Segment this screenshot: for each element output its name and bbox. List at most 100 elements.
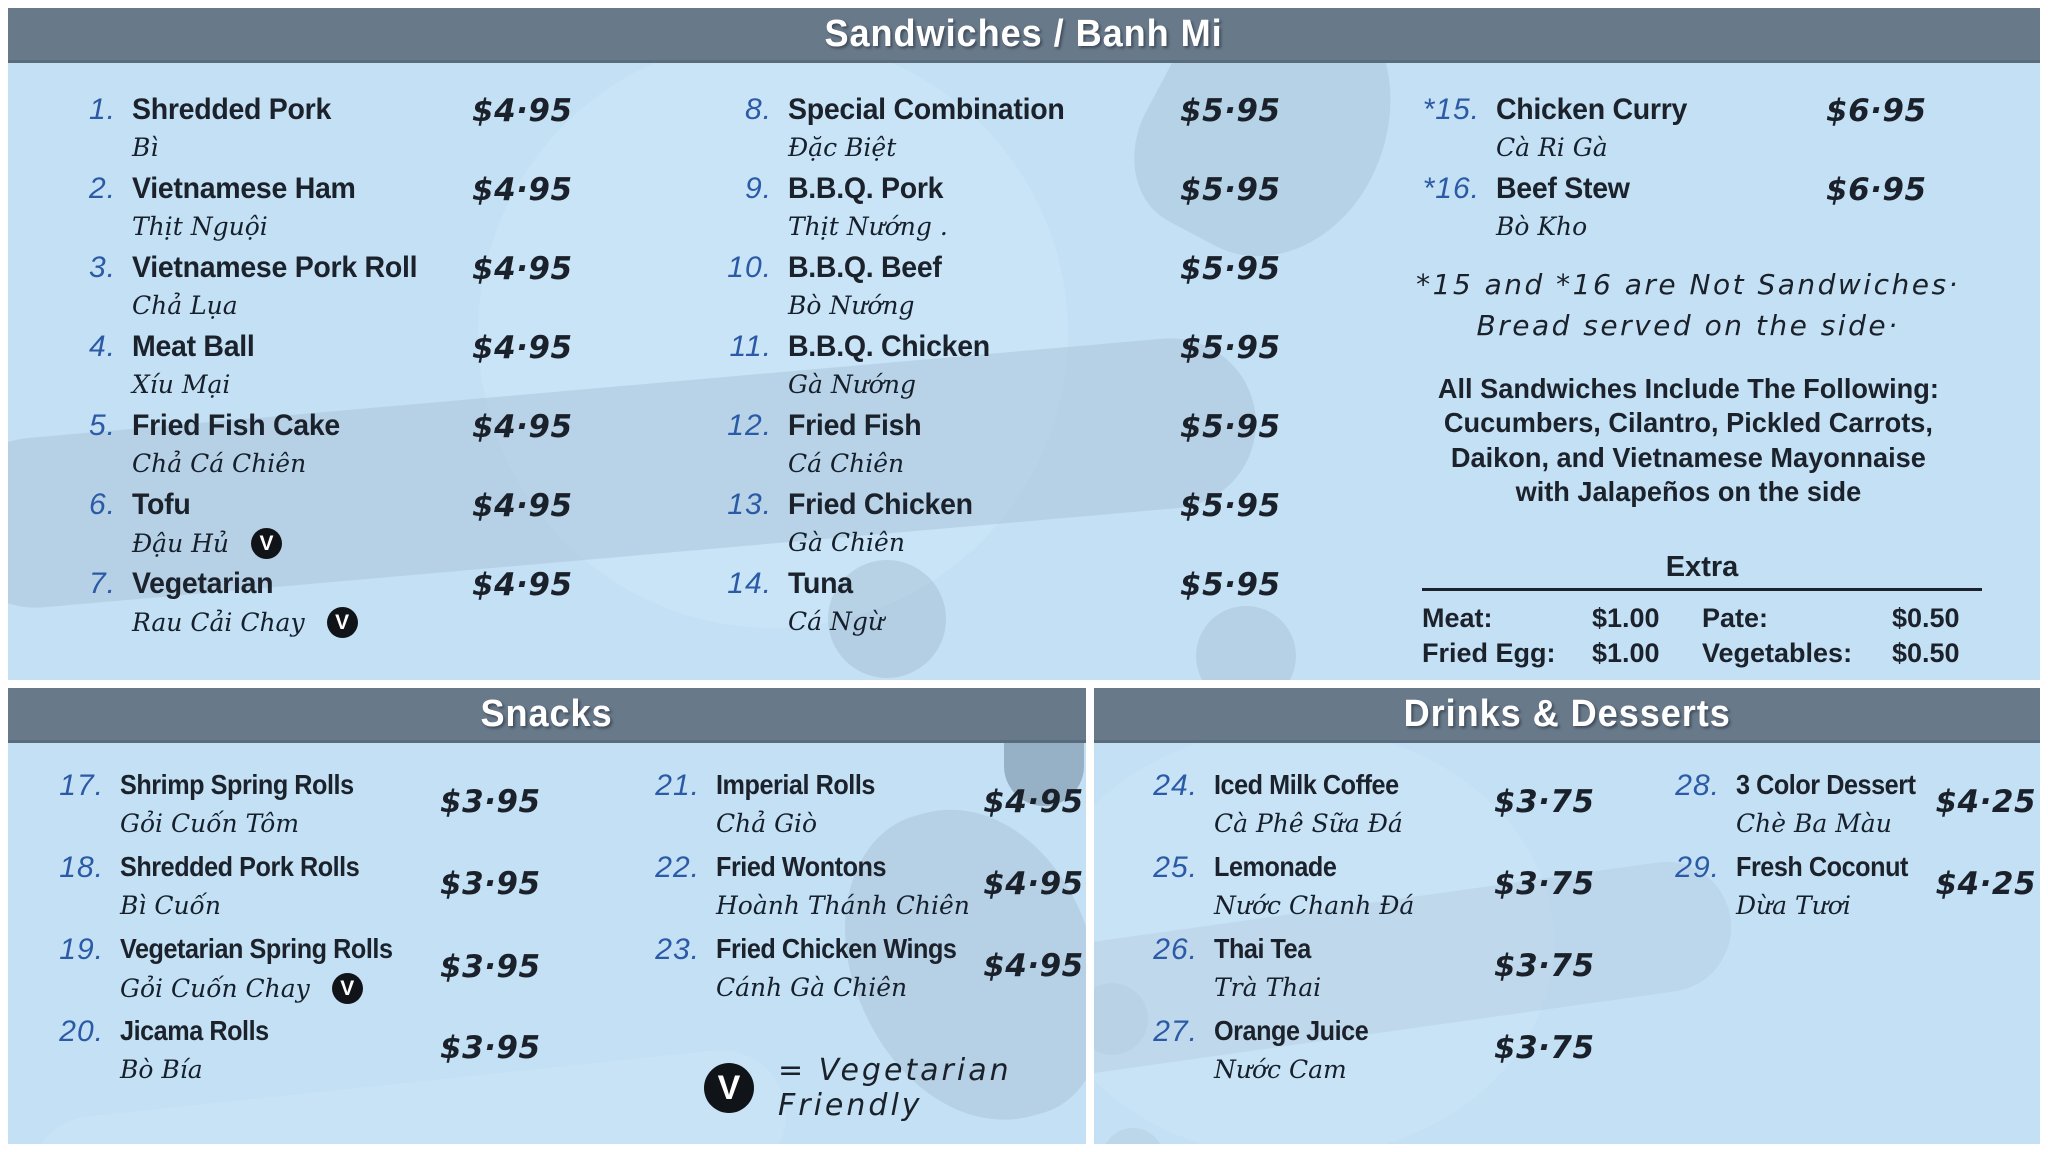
item-subname: Bì [132,133,159,162]
sandwiches-body: 1. Shredded Pork $4·95 Bì 2. Vietnamese … [8,63,2040,680]
menu-item-16: *16. Beef Stew $6·95 Bò Kho [1392,172,2010,251]
item-subname: Cà Phê Sữa Đá [1214,809,1403,838]
menu-item-1: 1. Shredded Pork $4·95 Bì [44,93,692,172]
item-price: $4·95 [472,172,573,208]
snacks-panel: Snacks 17. Shrimp Spring Rolls $3·95 Gỏi… [8,688,1086,1144]
item-name: Fried Chicken [788,488,973,521]
item-name: B.B.Q. Pork [788,172,944,205]
item-price: $4·95 [472,567,573,603]
item-name: Thai Tea [1214,933,1311,964]
item-price: $4·95 [983,783,1084,820]
item-number: 9. [744,172,772,205]
menu-item-21: 21. Imperial Rolls $4·95 Chả Giò [620,769,1086,851]
item-subname: Chả Cá Chiên [132,449,307,478]
extra-price: $1.00 [1592,602,1660,633]
item-subname: Dừa Tươi [1736,891,1851,920]
menu-item-24: 24. Iced Milk Coffee $3·75 Cà Phê Sữa Đá [1122,769,1644,851]
extra-label: Meat: [1422,602,1493,633]
item-number: 17. [59,769,104,802]
menu-item-23: 23. Fried Chicken Wings $4·95 Cánh Gà Ch… [620,933,1086,1015]
item-number: 10. [727,251,772,284]
includes-line-2: Cucumbers, Cilantro, Pickled Carrots, [1443,407,1933,439]
item-subname: Chả Giò [716,809,818,838]
sandwiches-title: Sandwiches / Banh Mi [824,12,1224,55]
item-price: $3·95 [440,1029,541,1066]
item-name: Jicama Rolls [120,1015,269,1046]
item-name: Orange Juice [1214,1015,1369,1046]
item-price: $3·95 [440,783,541,820]
snacks-header-bar: Snacks [8,688,1086,743]
menu-item-25: 25. Lemonade $3·75 Nước Chanh Đá [1122,851,1644,933]
item-number: 5. [88,409,116,442]
extra-rows: Meat: $1.00 Pate: $0.50 Fried Egg: $1.00… [1422,603,1982,669]
sandwiches-panel: Sandwiches / Banh Mi 1. Shredded Pork $4… [8,8,2040,680]
item-name: Tofu [132,488,191,521]
item-subname: Đặc Biệt [788,133,897,162]
item-subname: Gà Nướng [788,370,916,399]
item-name: B.B.Q. Chicken [788,330,990,363]
sandwich-includes-note: All Sandwiches Include The Following: Cu… [1401,372,2000,509]
drinks-desserts-title: Drinks & Desserts [1403,692,1731,735]
watermark-shape [828,560,946,678]
item-price: $4·95 [472,488,573,524]
item-number: 6. [88,488,116,521]
item-subname: Đậu Hủ V [132,528,472,559]
item-price: $3·75 [1494,947,1595,984]
drinks-column-2: 28. 3 Color Dessert $4·25 Chè Ba Màu 29.… [1644,769,2035,1144]
sandwiches-column-1: 1. Shredded Pork $4·95 Bì 2. Vietnamese … [44,93,692,680]
snacks-column-1: 17. Shrimp Spring Rolls $3·95 Gỏi Cuốn T… [32,769,620,1144]
item-name: Imperial Rolls [716,769,875,800]
item-subname: Cá Ngừ [788,607,884,636]
snacks-body: 17. Shrimp Spring Rolls $3·95 Gỏi Cuốn T… [8,743,1086,1144]
item-number: 19. [59,933,104,966]
menu-item-11: 11. B.B.Q. Chicken $5·95 Gà Nướng [692,330,1392,409]
item-name: Fried Fish Cake [132,409,340,442]
item-price: $4·95 [472,409,573,445]
item-number: *15. [1422,93,1480,126]
item-number: 26. [1153,933,1198,966]
item-price: $5·95 [1180,409,1281,445]
includes-line-3: Daikon, and Vietnamese Mayonnaise [1450,441,1926,473]
menu-item-6: 6. Tofu $4·95 Đậu Hủ V [44,488,692,567]
menu-item-14: 14. Tuna $5·95 Cá Ngừ [692,567,1392,646]
menu-item-15: *15. Chicken Curry $6·95 Cà Ri Gà [1392,93,2010,172]
vegetarian-legend: V = Vegetarian Friendly [704,1053,1086,1123]
item-subname: Gỏi Cuốn Chay V [120,973,440,1004]
item-price: $4·95 [472,330,573,366]
item-number: 8. [744,93,772,126]
item-name: Vegetarian Spring Rolls [120,933,393,964]
menu-item-17: 17. Shrimp Spring Rolls $3·95 Gỏi Cuốn T… [32,769,620,851]
item-price: $3·95 [440,948,541,985]
item-number: 12. [727,409,772,442]
vegetarian-legend-label: = Vegetarian Friendly [778,1053,1012,1123]
item-number: 27. [1153,1015,1198,1048]
includes-line-1: All Sandwiches Include The Following: [1437,373,1939,405]
item-number: 3. [88,251,116,284]
item-name: Shredded Pork [132,93,332,126]
extra-price: $0.50 [1892,602,1960,633]
item-number: 23. [655,933,700,966]
sandwiches-header-bar: Sandwiches / Banh Mi [8,8,2040,63]
item-number: *16. [1422,172,1480,205]
item-subname: Thịt Nướng . [788,212,948,241]
item-subname: Gỏi Cuốn Tôm [120,809,300,838]
item-subname: Cánh Gà Chiên [716,973,908,1002]
item-name: Vegetarian [132,567,274,600]
item-price: $6·95 [1826,93,1927,129]
item-subname: Thịt Nguội [132,212,268,241]
item-subname: Bò Bía [120,1055,203,1084]
item-number: 22. [655,851,700,884]
item-price: $3·95 [440,865,541,902]
item-price: $6·95 [1826,172,1927,208]
item-number: 24. [1153,769,1198,802]
sandwiches-column-3: *15. Chicken Curry $6·95 Cà Ri Gà *16. B… [1392,93,2010,680]
item-name: B.B.Q. Beef [788,251,942,284]
item-subname: Chả Lụa [132,291,238,320]
item-name: Shrimp Spring Rolls [120,769,354,800]
item-subname: Hoành Thánh Chiên [716,891,970,920]
snacks-column-2: 21. Imperial Rolls $4·95 Chả Giò 22. Fri… [620,769,1086,1144]
item-name: Tuna [788,567,853,600]
extra-title: Extra [1422,551,1982,591]
menu-item-26: 26. Thai Tea $3·75 Trà Thai [1122,933,1644,1015]
item-name: Fried Fish [788,409,922,442]
